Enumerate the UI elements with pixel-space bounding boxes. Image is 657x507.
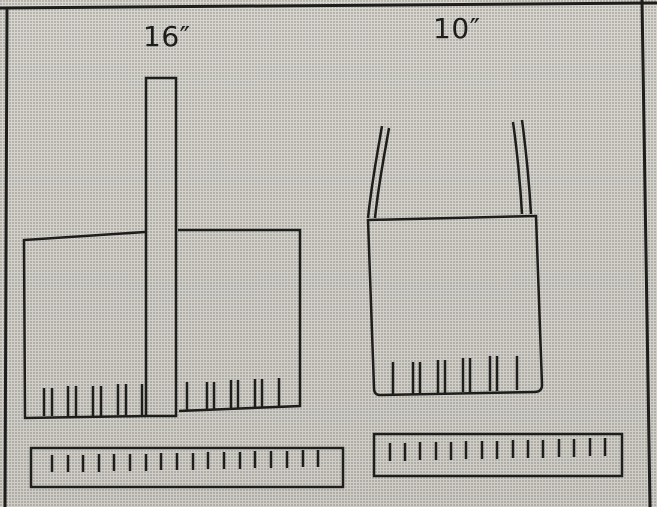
frame-right-line <box>640 0 652 507</box>
right-bag-drawing <box>366 119 544 397</box>
right-size-label: 10″ <box>433 12 481 45</box>
center-strip <box>144 76 178 418</box>
left-panel-right-part <box>178 228 302 413</box>
left-panel-left-part <box>22 230 147 420</box>
left-panel-drawing <box>22 76 302 420</box>
right-strip-outline <box>372 432 624 478</box>
left-fringe <box>42 378 281 416</box>
right-fringe-strip <box>372 432 624 478</box>
right-handle-inner <box>511 121 524 215</box>
left-fringe-strip <box>29 446 345 489</box>
left-size-label: 16″ <box>143 20 191 53</box>
left-handle-outer <box>366 125 384 219</box>
left-strip-outline <box>29 446 345 489</box>
bag-body <box>366 214 544 397</box>
left-handle-inner <box>373 127 391 219</box>
frame-left-line <box>3 7 9 507</box>
right-fringe <box>391 356 519 394</box>
frame-top-line <box>0 1 657 10</box>
right-handle-outer <box>520 119 533 215</box>
